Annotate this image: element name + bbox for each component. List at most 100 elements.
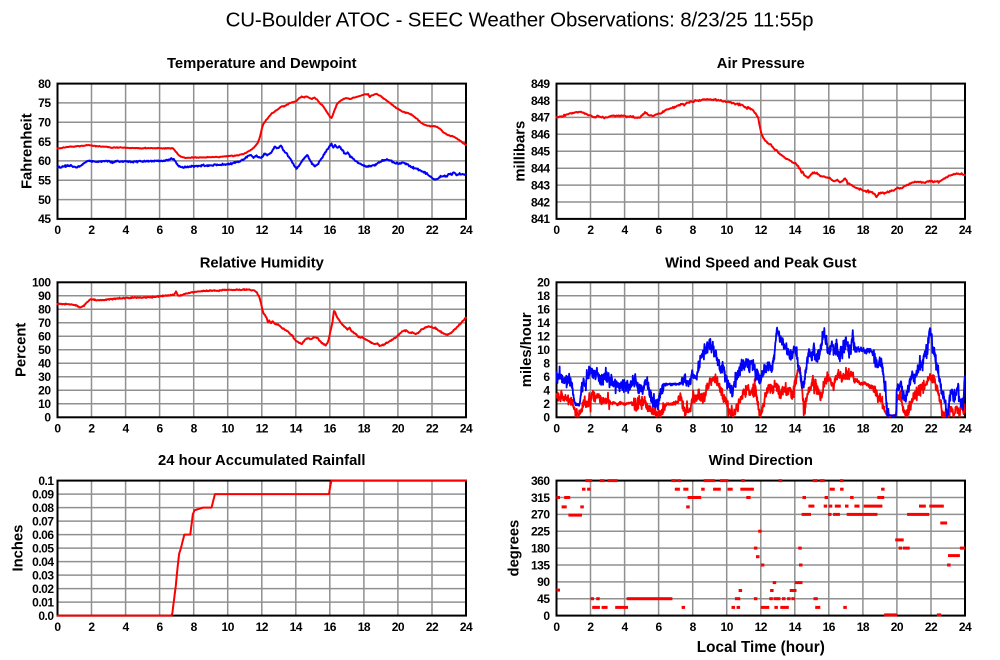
svg-text:Percent: Percent: [14, 323, 30, 377]
svg-text:20: 20: [392, 620, 405, 634]
svg-text:10: 10: [222, 620, 235, 634]
svg-text:12: 12: [256, 422, 269, 436]
svg-text:22: 22: [426, 620, 439, 634]
svg-text:4: 4: [123, 422, 130, 436]
svg-text:24: 24: [959, 422, 972, 436]
svg-text:4: 4: [622, 620, 629, 634]
svg-text:315: 315: [531, 491, 550, 505]
svg-text:0: 0: [553, 422, 560, 436]
svg-text:842: 842: [531, 195, 550, 209]
svg-text:22: 22: [426, 223, 439, 237]
svg-text:24 hour Accumulated Rainfall: 24 hour Accumulated Rainfall: [158, 453, 365, 469]
svg-text:70: 70: [38, 116, 51, 130]
svg-text:20: 20: [392, 223, 405, 237]
svg-text:4: 4: [543, 384, 550, 398]
svg-text:100: 100: [32, 276, 51, 290]
svg-text:0.1: 0.1: [38, 474, 54, 488]
svg-text:14: 14: [290, 223, 303, 237]
svg-text:0: 0: [543, 609, 550, 623]
svg-text:4: 4: [622, 223, 629, 237]
svg-text:0: 0: [553, 223, 560, 237]
svg-text:6: 6: [656, 422, 663, 436]
svg-text:20: 20: [38, 384, 51, 398]
svg-text:Wind Direction: Wind Direction: [709, 453, 813, 469]
svg-text:10: 10: [721, 223, 734, 237]
svg-text:0.02: 0.02: [32, 582, 54, 596]
svg-text:45: 45: [537, 592, 550, 606]
svg-text:0.03: 0.03: [32, 568, 54, 582]
svg-text:24: 24: [959, 620, 972, 634]
svg-text:50: 50: [38, 193, 51, 207]
svg-text:20: 20: [392, 422, 405, 436]
svg-text:2: 2: [587, 223, 594, 237]
svg-text:24: 24: [460, 223, 473, 237]
svg-text:2: 2: [88, 620, 95, 634]
svg-text:20: 20: [891, 223, 904, 237]
svg-text:14: 14: [789, 223, 802, 237]
svg-text:18: 18: [537, 289, 550, 303]
svg-text:18: 18: [358, 223, 371, 237]
svg-text:0.06: 0.06: [32, 528, 54, 542]
svg-text:360: 360: [531, 474, 550, 488]
svg-text:10: 10: [721, 620, 734, 634]
svg-text:80: 80: [38, 303, 51, 317]
svg-text:16: 16: [324, 223, 337, 237]
svg-text:18: 18: [857, 223, 870, 237]
svg-text:8: 8: [690, 422, 697, 436]
svg-text:6: 6: [543, 370, 550, 384]
svg-text:18: 18: [857, 422, 870, 436]
svg-text:0: 0: [543, 411, 550, 425]
svg-text:6: 6: [656, 223, 663, 237]
svg-text:40: 40: [38, 357, 51, 371]
svg-text:18: 18: [857, 620, 870, 634]
svg-text:Air Pressure: Air Pressure: [717, 56, 805, 72]
svg-text:14: 14: [537, 316, 550, 330]
svg-text:Fahrenheit: Fahrenheit: [20, 113, 36, 189]
svg-text:225: 225: [531, 525, 550, 539]
svg-text:50: 50: [38, 343, 51, 357]
svg-text:16: 16: [324, 620, 337, 634]
svg-text:12: 12: [256, 620, 269, 634]
svg-text:Temperature and Dewpoint: Temperature and Dewpoint: [167, 56, 357, 72]
svg-text:2: 2: [88, 422, 95, 436]
svg-text:22: 22: [925, 223, 938, 237]
svg-text:75: 75: [38, 96, 51, 110]
svg-text:844: 844: [531, 162, 550, 176]
svg-text:6: 6: [157, 422, 164, 436]
svg-text:6: 6: [157, 223, 164, 237]
svg-text:0.09: 0.09: [32, 487, 54, 501]
svg-text:841: 841: [531, 212, 550, 226]
svg-text:0.0: 0.0: [38, 609, 54, 623]
svg-text:Local Time (hour): Local Time (hour): [697, 639, 825, 656]
svg-text:10: 10: [38, 397, 51, 411]
svg-text:0: 0: [44, 411, 51, 425]
svg-text:20: 20: [537, 276, 550, 290]
svg-text:14: 14: [789, 422, 802, 436]
svg-text:22: 22: [925, 620, 938, 634]
svg-text:24: 24: [959, 223, 972, 237]
svg-text:miles/hour: miles/hour: [519, 312, 535, 387]
svg-text:12: 12: [537, 330, 550, 344]
svg-text:12: 12: [755, 620, 768, 634]
svg-text:0.05: 0.05: [32, 541, 54, 555]
svg-text:8: 8: [191, 620, 198, 634]
svg-text:8: 8: [690, 223, 697, 237]
svg-text:270: 270: [531, 508, 550, 522]
svg-text:846: 846: [531, 128, 550, 142]
svg-text:0.08: 0.08: [32, 501, 54, 515]
svg-text:10: 10: [222, 223, 235, 237]
svg-text:80: 80: [38, 77, 51, 91]
svg-text:2: 2: [587, 422, 594, 436]
svg-text:0.01: 0.01: [32, 595, 54, 609]
svg-text:20: 20: [891, 620, 904, 634]
svg-text:60: 60: [38, 330, 51, 344]
svg-text:2: 2: [88, 223, 95, 237]
svg-text:24: 24: [460, 620, 473, 634]
svg-text:10: 10: [222, 422, 235, 436]
svg-text:8: 8: [191, 223, 198, 237]
svg-text:12: 12: [755, 223, 768, 237]
svg-text:8: 8: [690, 620, 697, 634]
svg-text:14: 14: [789, 620, 802, 634]
svg-text:20: 20: [891, 422, 904, 436]
svg-text:degrees: degrees: [507, 520, 523, 577]
